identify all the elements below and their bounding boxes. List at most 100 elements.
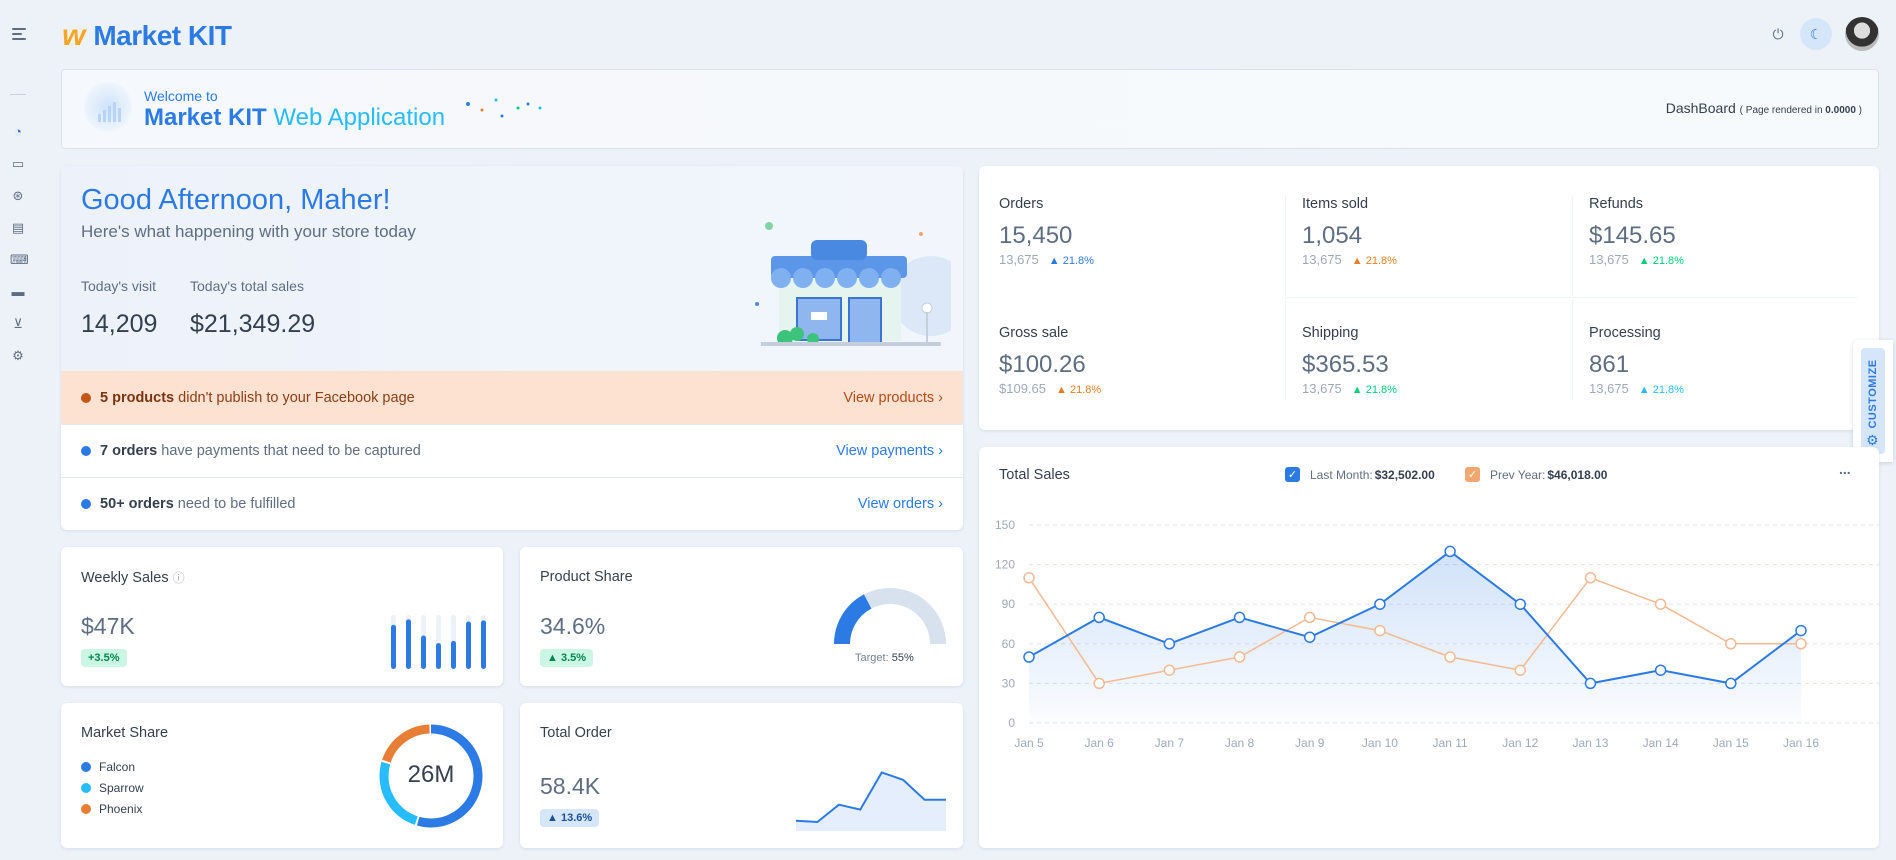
- legend-prev-year-checkbox[interactable]: ✓ Prev Year: $46,018.00: [1465, 467, 1607, 482]
- menu-toggle-icon[interactable]: [12, 28, 26, 40]
- line-prev-year: [1028, 576, 1801, 685]
- stat-label: Processing: [1589, 325, 1661, 341]
- customize-button[interactable]: CUSTOMIZE ⚙: [1853, 340, 1893, 462]
- target-label: Target: 55%: [855, 652, 914, 664]
- stat-prev: 13,675: [1302, 252, 1342, 267]
- chevron-right-icon: ›: [934, 443, 943, 459]
- product-share-badge-text: 3.5%: [560, 652, 587, 664]
- x-tick-label: Jan 12: [1502, 736, 1538, 750]
- stat-pct-value: 21.8%: [1652, 255, 1684, 267]
- point-prev-year: [1303, 611, 1316, 624]
- chevron-right-icon: ›: [934, 496, 943, 512]
- legend2-value: $46,018.00: [1547, 467, 1608, 482]
- stat-sub: $109.65 ▲ 21.8%: [999, 381, 1279, 396]
- building-icon[interactable]: ▤: [11, 220, 25, 235]
- stat-prev: 13,675: [1589, 381, 1629, 396]
- donut-segment: [379, 724, 483, 828]
- divider: [1285, 297, 1857, 298]
- point-last-month: [1023, 651, 1035, 663]
- view-orders-link[interactable]: View orders: [857, 496, 935, 512]
- stat-pct: ▲ 21.8%: [1638, 384, 1684, 396]
- bars-illustration: [98, 102, 121, 122]
- settings-icon[interactable]: ⚙: [12, 348, 24, 363]
- stat-prev: 13,675: [1589, 252, 1629, 267]
- stat-label: Orders: [999, 196, 1044, 212]
- chart-illustration-icon: [84, 82, 132, 132]
- stat-prev: 13,675: [1302, 381, 1342, 396]
- stat-refunds: Refunds $145.65 13,675 ▲ 21.8%: [1589, 196, 1869, 296]
- sales-label: Today's total sales: [190, 278, 304, 294]
- bar: [451, 640, 456, 669]
- x-tick-label: Jan 5: [1014, 736, 1044, 750]
- legend-dot: [81, 762, 91, 772]
- stat-pct: ▲ 21.8%: [1048, 255, 1094, 267]
- total-sales-chart: 0 30 60 90 120 150 Jan 5 Jan 6 Jan 7 Jan 8 Jan 9 Ja…: [995, 518, 1879, 750]
- info-icon[interactable]: ⓘ: [172, 571, 185, 585]
- login-icon[interactable]: ⊛: [12, 188, 24, 203]
- stat-processing: Processing 861 13,675 ▲ 21.8%: [1589, 325, 1869, 425]
- view-products-link[interactable]: View products: [843, 389, 935, 406]
- stat-prev: $109.65: [999, 381, 1046, 396]
- alert-count: 7 orders: [100, 443, 158, 459]
- stat-sub: 13,675 ▲ 21.8%: [1589, 381, 1869, 396]
- point-last-month: [1795, 624, 1807, 637]
- render-time: 0.0000: [1825, 105, 1856, 116]
- bar: [436, 643, 441, 669]
- x-tick-label: Jan 13: [1572, 736, 1608, 750]
- stat-pct: ▲ 21.8%: [1351, 255, 1397, 267]
- legend-dot: [81, 783, 91, 793]
- stat-pct: ▲ 21.8%: [1638, 255, 1684, 267]
- keyboard-icon[interactable]: ⌨: [10, 252, 29, 267]
- moon-icon[interactable]: ☾: [1800, 18, 1832, 50]
- alert-message: 50+ orders need to be fulfilled: [100, 496, 858, 512]
- x-tick-label: Jan 9: [1295, 736, 1325, 750]
- stat-pct: ▲ 21.8%: [1351, 384, 1397, 396]
- bar: [406, 619, 411, 669]
- point-prev-year: [1023, 572, 1035, 584]
- stat-sub: 13,675 ▲ 21.8%: [1302, 381, 1582, 396]
- brand-logo[interactable]: w Market KIT: [62, 18, 232, 54]
- dashboard-icon[interactable]: ◔: [14, 124, 22, 139]
- stat-value: $145.65: [1589, 222, 1676, 249]
- target-value: 55%: [891, 652, 914, 664]
- greeting-card: Good Afternoon, Maher! Here's what happe…: [61, 166, 963, 530]
- alert-text: need to be fulfilled: [173, 496, 296, 512]
- stat-orders: Orders 15,450 13,675 ▲ 21.8%: [999, 196, 1279, 296]
- product-share-value: 34.6%: [540, 613, 606, 639]
- donut-center-value: 26M: [407, 761, 455, 788]
- cart-icon[interactable]: ⊻: [13, 316, 23, 331]
- alert-payments: 7 orders have payments that need to be c…: [61, 424, 963, 477]
- point-last-month: [1163, 638, 1176, 650]
- product-share-title: Product Share: [540, 569, 633, 585]
- market-share-title: Market Share: [81, 725, 169, 741]
- page-render-info: DashBoard ( Page rendered in 0.0000 ): [1666, 100, 1862, 116]
- divider: [1572, 300, 1573, 400]
- total-order-badge-text: 13.6%: [560, 812, 593, 824]
- divider: [1285, 300, 1286, 400]
- confetti-decoration: [466, 98, 542, 118]
- point-last-month: [1725, 677, 1737, 690]
- more-options-icon[interactable]: ...: [1839, 461, 1851, 477]
- avatar[interactable]: [1845, 17, 1879, 51]
- legend1-value: $32,502.00: [1374, 467, 1435, 482]
- point-prev-year: [1233, 651, 1246, 663]
- y-tick-label: 60: [1002, 637, 1016, 651]
- product-share-card: Product Share 34.6% ▲ 3.5% Target: 55%: [520, 547, 963, 686]
- point-prev-year: [1514, 664, 1527, 676]
- legend-last-month-checkbox[interactable]: ✓ Last Month: $32,502.00: [1285, 467, 1435, 482]
- power-icon[interactable]: ⏻: [1772, 25, 1784, 42]
- chevron-right-icon: ›: [934, 389, 943, 406]
- stat-gross-sale: Gross sale $100.26 $109.65 ▲ 21.8%: [999, 325, 1279, 425]
- x-tick-label: Jan 16: [1783, 736, 1819, 750]
- page-name: DashBoard: [1665, 100, 1736, 116]
- weekly-sales-value: $47K: [81, 613, 135, 639]
- mailbox-icon[interactable]: ▭: [11, 156, 25, 171]
- weekly-sales-bars: [391, 615, 486, 669]
- total-order-title: Total Order: [540, 725, 612, 741]
- view-payments-link[interactable]: View payments: [836, 443, 935, 459]
- alert-dot: [81, 499, 91, 509]
- point-prev-year: [1163, 664, 1176, 676]
- legend-phoenix: Phoenix: [81, 802, 142, 816]
- card-icon[interactable]: ▬: [11, 284, 25, 299]
- point-last-month: [1233, 611, 1246, 624]
